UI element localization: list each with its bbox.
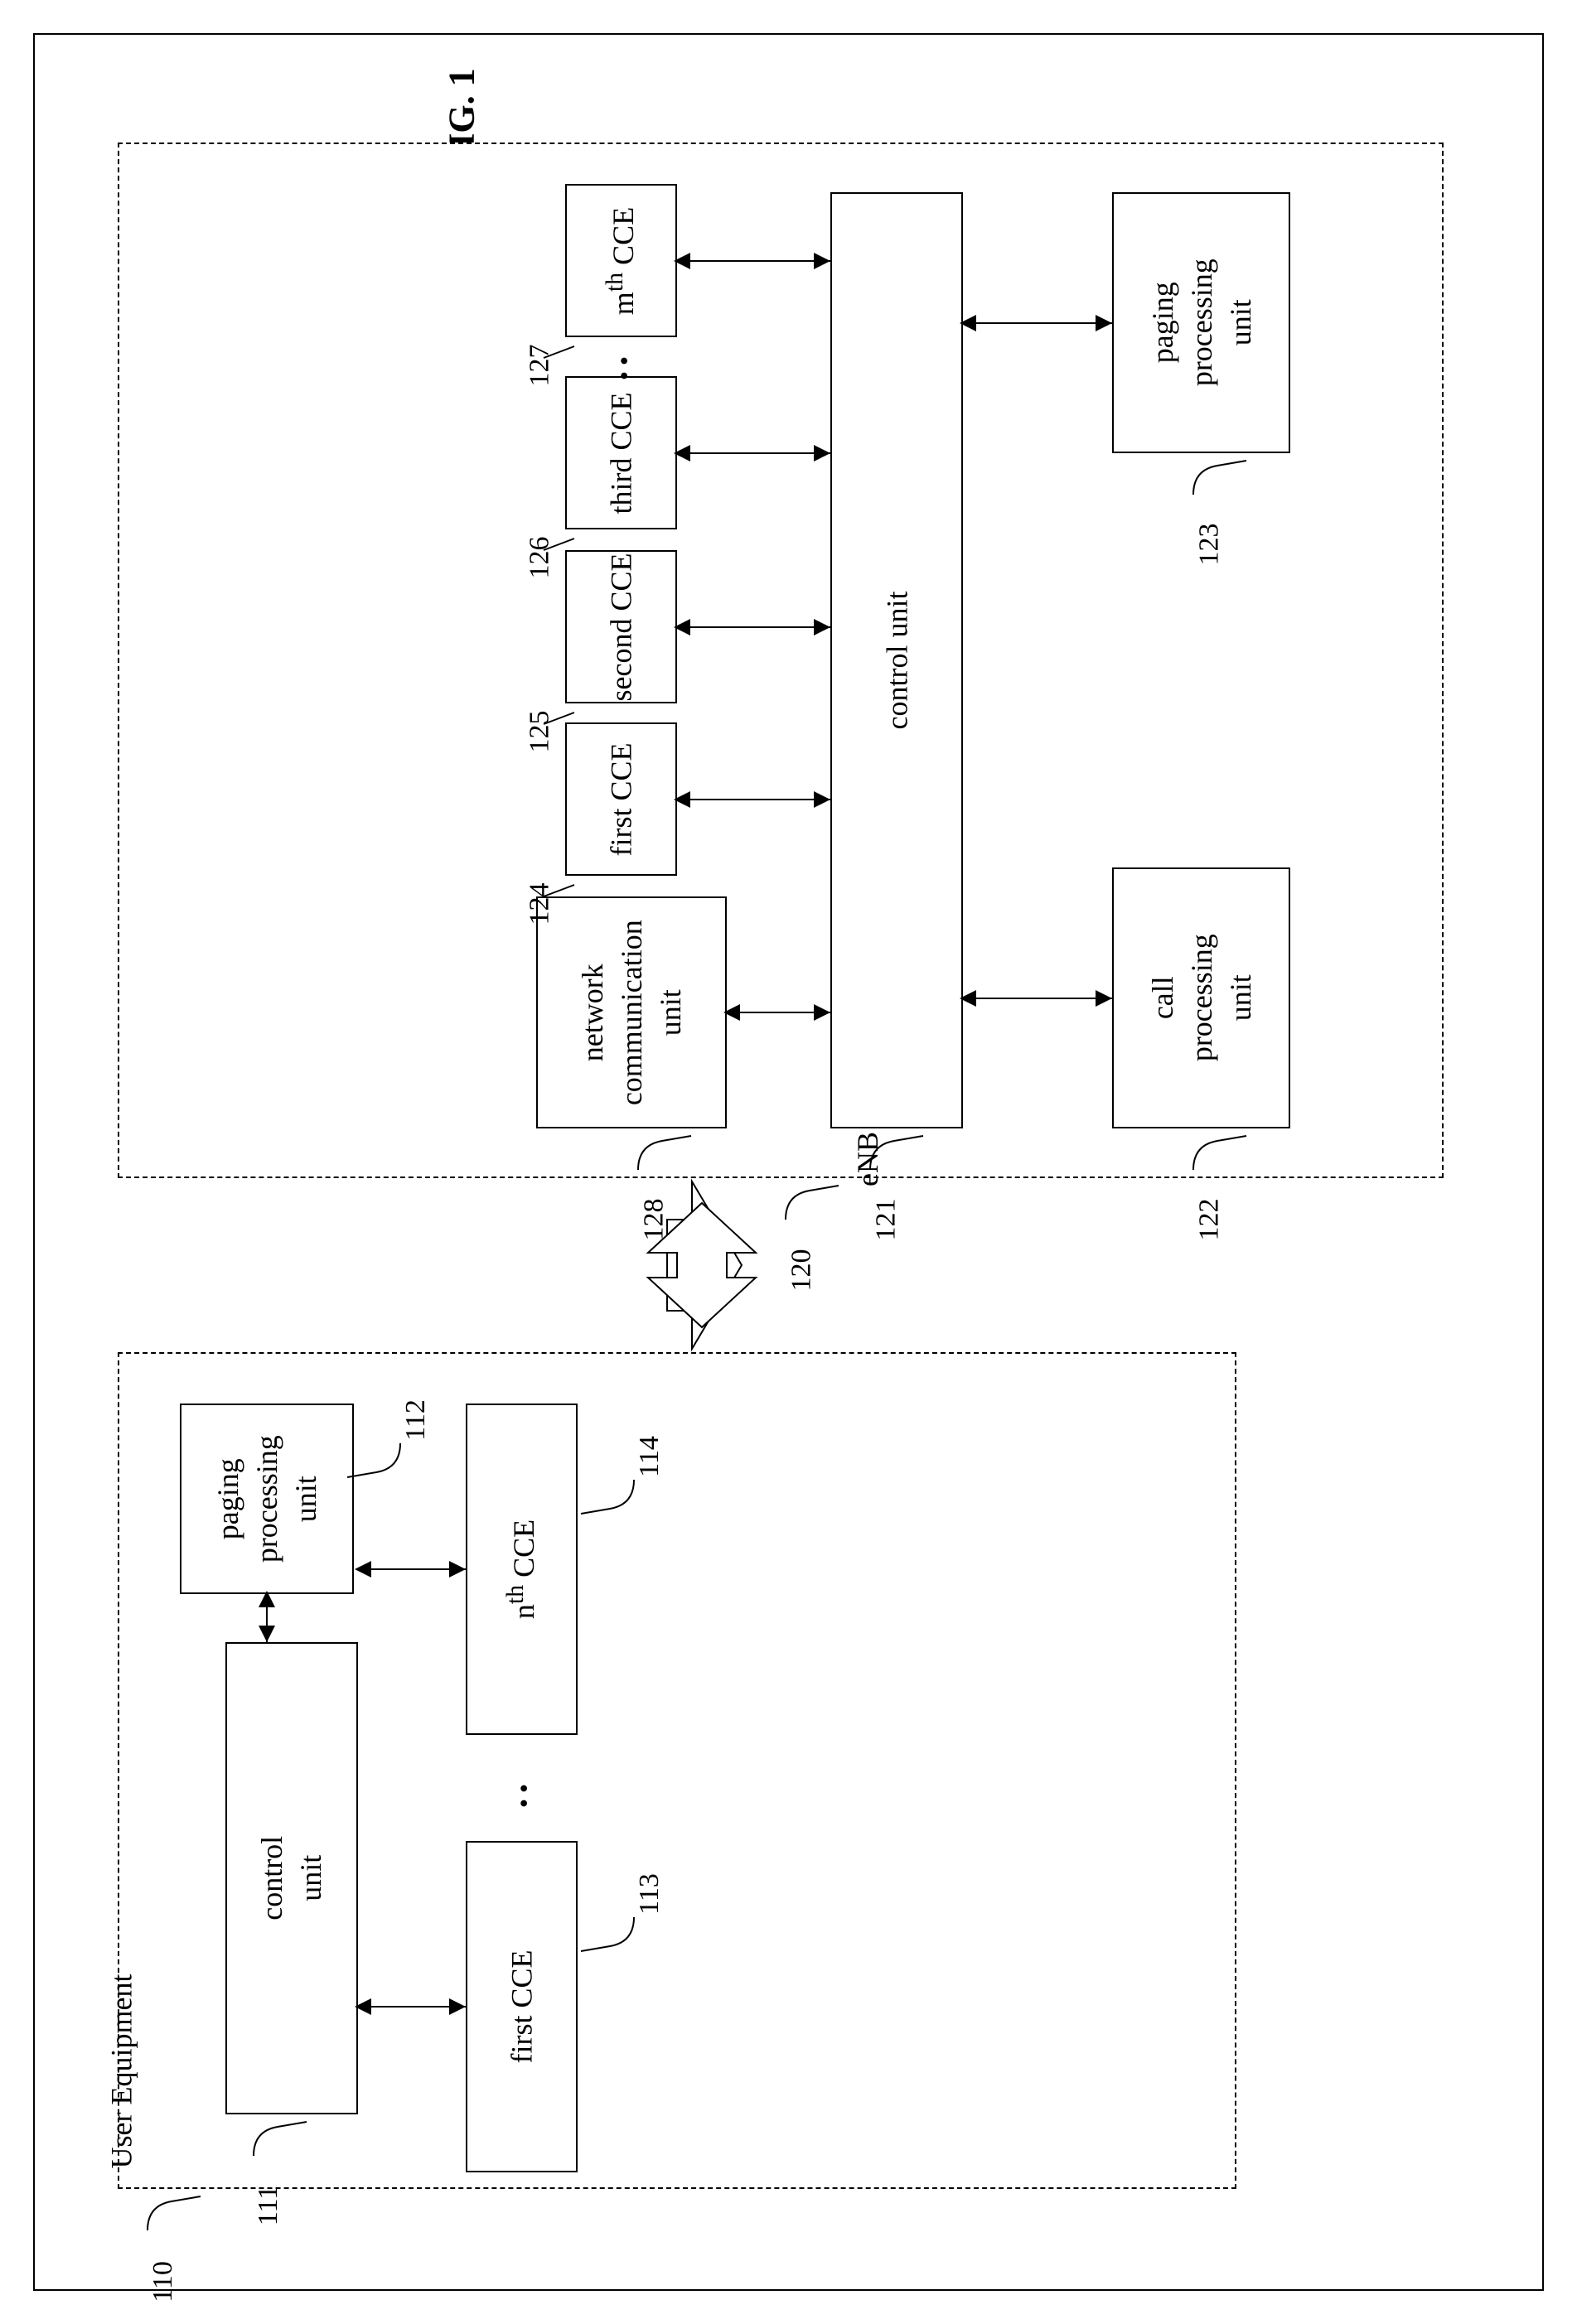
enb-ccem-label: mth CCE xyxy=(602,206,641,314)
call-ref: 122 xyxy=(1194,1199,1226,1241)
enb-ccem-ref: 127 xyxy=(525,345,556,387)
ue-ccen-ref: 114 xyxy=(634,1436,665,1477)
enb-paging-unit: pagingprocessingunit xyxy=(1112,192,1290,453)
ue-ccen-label: nth CCE xyxy=(501,1520,541,1619)
ue-control-label: controlunit xyxy=(253,1836,331,1921)
enb-cce2-ref: 125 xyxy=(525,711,556,753)
enb-control-unit: control unit xyxy=(830,192,963,1128)
ue-cce-ellipsis: .. xyxy=(491,1779,537,1809)
ue-cce1-label: first CCE xyxy=(505,1950,539,2063)
call-label: callprocessingunit xyxy=(1143,935,1259,1062)
enb-paging-label: pagingprocessingunit xyxy=(1143,259,1259,387)
ue-paging-unit: pagingprocessingunit xyxy=(180,1404,354,1594)
enb-paging-ref: 123 xyxy=(1194,524,1226,566)
enb-control-unit-label: control unit xyxy=(879,592,914,730)
enb-cce3-ref: 126 xyxy=(525,537,556,579)
enb-cce1-label: first CCE xyxy=(604,742,639,856)
ue-control-unit: controlunit xyxy=(225,1642,358,2114)
ue-ccen: nth CCE xyxy=(466,1404,578,1735)
figure-1-diagram: FIG. 1 eNB 120 control unit 121 callproc… xyxy=(33,33,1544,2291)
enb-cce1-ref: 124 xyxy=(525,883,556,925)
enb-cce3-label: third CCE xyxy=(604,392,639,514)
ue-label: User Equipment xyxy=(104,1974,138,2169)
enb-ref: 120 xyxy=(786,1249,818,1292)
ue-cce1: first CCE xyxy=(466,1841,578,2172)
call-processing-unit: callprocessingunit xyxy=(1112,867,1290,1128)
enb-cce2: second CCE xyxy=(565,550,677,703)
ue-paging-label: pagingprocessingunit xyxy=(209,1435,325,1563)
enb-cce2-label: second CCE xyxy=(604,553,639,701)
enb-control-unit-ref: 121 xyxy=(871,1199,902,1241)
enb-label: eNB xyxy=(850,1132,885,1186)
ue-control-ref: 111 xyxy=(253,2186,284,2225)
network-label: networkcommunicationunit xyxy=(573,920,689,1105)
ue-paging-ref: 112 xyxy=(400,1399,432,1441)
enb-cce-ellipsis: .. xyxy=(592,351,637,381)
network-comm-unit: networkcommunicationunit xyxy=(536,896,727,1128)
enb-ccem: mth CCE xyxy=(565,184,677,337)
enb-cce3: third CCE xyxy=(565,376,677,529)
ue-ref: 110 xyxy=(148,2261,179,2302)
ue-cce1-ref: 113 xyxy=(634,1873,665,1915)
enb-cce1: first CCE xyxy=(565,722,677,876)
network-ref: 128 xyxy=(639,1199,670,1241)
